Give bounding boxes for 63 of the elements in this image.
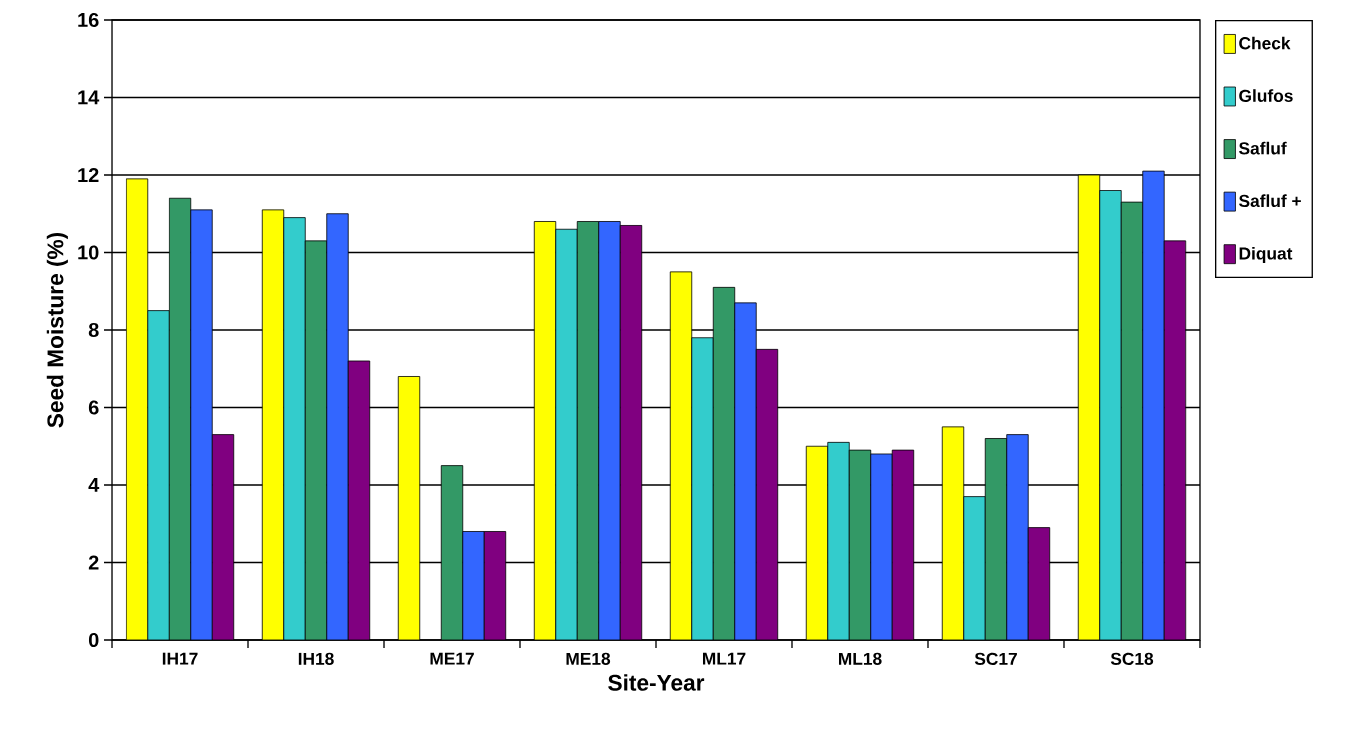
bar xyxy=(620,225,642,640)
bar xyxy=(1120,201,1144,640)
y-tick-label: 0 xyxy=(88,632,99,648)
bar xyxy=(1006,434,1029,640)
y-tick-label: 8 xyxy=(88,322,99,338)
bar xyxy=(1142,170,1165,640)
bar xyxy=(169,198,191,640)
bar xyxy=(756,349,778,640)
bar xyxy=(326,213,349,640)
bar xyxy=(691,337,714,640)
bar xyxy=(734,302,757,640)
bar xyxy=(713,287,735,640)
legend-label: Check xyxy=(1239,36,1291,50)
x-tick-label: ML18 xyxy=(838,652,882,665)
bar xyxy=(305,240,327,640)
bar xyxy=(441,465,463,640)
y-tick-label: 14 xyxy=(78,90,100,105)
bar xyxy=(577,221,599,640)
x-tick-label: IH18 xyxy=(298,652,334,665)
bar xyxy=(870,453,893,640)
legend-label: Safluf + xyxy=(1239,194,1301,208)
y-tick-label: 16 xyxy=(78,12,99,28)
bar xyxy=(462,531,485,640)
y-axis-title: Seed Moisture (%) xyxy=(46,232,68,428)
bar xyxy=(849,450,871,640)
bar xyxy=(963,496,986,640)
x-tick-label: SC18 xyxy=(1110,652,1154,665)
bar xyxy=(892,450,914,640)
x-tick-label: IH17 xyxy=(162,652,198,665)
bar xyxy=(806,446,828,640)
legend-label: Diquat xyxy=(1239,246,1293,264)
y-tick-label: 2 xyxy=(88,555,99,570)
x-tick-label: SC17 xyxy=(974,652,1017,665)
legend-label: Safluf xyxy=(1239,141,1287,155)
bar xyxy=(827,442,850,640)
bar xyxy=(283,217,306,640)
bar xyxy=(985,438,1007,640)
bar xyxy=(398,376,420,640)
x-tick-label: ML17 xyxy=(702,652,746,665)
y-tick-label: 10 xyxy=(78,245,99,260)
legend-label: Glufos xyxy=(1239,89,1293,102)
bar xyxy=(262,209,284,640)
bar xyxy=(484,531,506,640)
bar xyxy=(598,221,621,640)
bar xyxy=(190,209,213,640)
y-tick-label: 6 xyxy=(88,400,99,415)
bar xyxy=(555,229,578,640)
y-tick-label: 4 xyxy=(88,478,100,492)
bar xyxy=(1028,527,1050,640)
bar xyxy=(942,426,964,640)
bar xyxy=(1077,174,1101,640)
x-tick-label: ME17 xyxy=(430,652,474,665)
bar xyxy=(534,221,556,640)
x-axis-title: Site-Year xyxy=(608,674,705,691)
bar xyxy=(126,178,148,640)
bar xyxy=(670,271,692,640)
bar xyxy=(348,360,370,640)
bar xyxy=(1163,240,1187,640)
x-tick-label: ME18 xyxy=(566,652,611,665)
y-tick-label: 12 xyxy=(78,168,99,182)
bar xyxy=(212,434,234,640)
bar xyxy=(1099,190,1122,640)
bar xyxy=(147,310,170,640)
